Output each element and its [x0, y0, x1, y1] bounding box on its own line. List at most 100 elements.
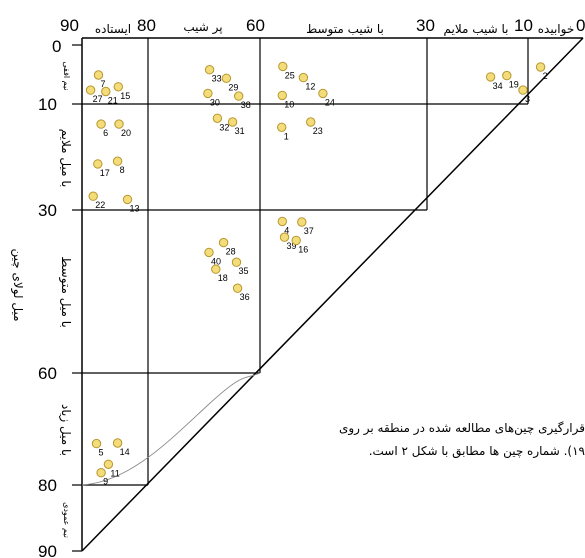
fold-point-14 — [112, 438, 123, 448]
top-tick-label: 90 — [60, 16, 79, 35]
fold-point-32 — [212, 113, 223, 124]
fold-point-11 — [103, 459, 114, 469]
zone-label-steep-plunge: با میل زیاد — [58, 404, 73, 456]
top-tick-label: 60 — [246, 16, 265, 35]
fold-point-22 — [88, 191, 98, 201]
zone-boundaries — [82, 38, 529, 486]
zone-label-gentle-plunge: با میل ملایم — [59, 129, 73, 188]
fold-point-label-24: 24 — [325, 97, 335, 107]
fold-point-label-5: 5 — [99, 448, 104, 458]
fold-point-label-32: 32 — [219, 122, 229, 132]
fold-point-label-21: 21 — [108, 96, 118, 106]
fold-point-label-11: 11 — [110, 468, 119, 478]
zone-label-recumbent: خوابیده — [538, 22, 575, 37]
left-tick-label: 30 — [38, 201, 57, 220]
fold-point-33 — [204, 65, 215, 75]
top-tick-label: 80 — [137, 16, 156, 35]
zone-label-moderate: با شیب متوسط — [306, 22, 384, 37]
fold-point-label-12: 12 — [305, 82, 315, 92]
fold-point-30 — [203, 88, 213, 99]
fold-point-label-34: 34 — [493, 81, 503, 91]
left-axis: 0 10 30 60 80 90 — [38, 37, 61, 558]
fold-point-24 — [318, 88, 328, 99]
fold-point-label-35: 35 — [239, 266, 249, 276]
top-zone-labels: ایستاده پر شیب با شیب متوسط با شیب ملایم… — [95, 20, 574, 37]
fold-point-29 — [221, 73, 232, 84]
fold-point-31 — [227, 117, 238, 127]
fold-point-35 — [231, 257, 242, 267]
fold-point-label-14: 14 — [120, 447, 130, 457]
diagram-frame — [81, 37, 584, 552]
fold-point-6 — [96, 119, 106, 129]
fold-point-label-16: 16 — [298, 244, 308, 254]
fold-point-label-30: 30 — [210, 97, 220, 107]
left-tick-label: 90 — [38, 542, 57, 558]
zone-label-upright: ایستاده — [95, 22, 131, 36]
fold-point-10 — [277, 90, 287, 101]
fold-point-4 — [277, 216, 287, 227]
fold-point-label-8: 8 — [120, 165, 125, 175]
fold-point-12 — [298, 72, 309, 83]
fold-point-label-6: 6 — [103, 128, 108, 138]
hypotenuse — [81, 37, 584, 552]
fold-point-label-19: 19 — [509, 80, 519, 90]
fold-point-7 — [93, 70, 104, 80]
left-tick-label: 60 — [38, 364, 57, 383]
fold-point-5 — [91, 438, 102, 449]
fold-point-label-39: 39 — [287, 241, 297, 251]
fold-point-34 — [485, 72, 496, 82]
fold-point-15 — [113, 82, 124, 92]
fold-point-18 — [211, 264, 221, 274]
fold-point-label-40: 40 — [211, 256, 221, 266]
left-ticks — [72, 44, 82, 552]
fold-point-28 — [218, 237, 229, 248]
fold-point-27 — [85, 85, 96, 95]
fold-point-25 — [278, 61, 288, 72]
fold-point-8 — [112, 156, 123, 166]
fold-point-label-9: 9 — [103, 477, 108, 487]
fold-point-label-13: 13 — [130, 203, 140, 213]
fold-point-36 — [232, 283, 243, 293]
zone-label-subvertical: نیم عمودی — [62, 502, 71, 538]
top-tick-label: 30 — [416, 16, 435, 35]
fold-point-label-38: 38 — [241, 100, 251, 110]
fold-point-label-33: 33 — [212, 74, 222, 84]
left-zone-labels: نیم افقی با میل ملایم با میل متوسط با می… — [58, 61, 73, 538]
fold-point-label-27: 27 — [93, 94, 103, 104]
fold-point-label-17: 17 — [100, 168, 110, 178]
left-tick-label: 80 — [38, 476, 57, 495]
fold-point-label-4: 4 — [284, 225, 289, 235]
fold-point-label-3: 3 — [525, 94, 530, 104]
fold-point-16 — [291, 235, 301, 246]
fold-point-label-25: 25 — [285, 70, 295, 80]
fold-point-label-28: 28 — [226, 247, 236, 257]
fold-point-1 — [277, 122, 287, 133]
fold-point-3 — [518, 85, 528, 95]
fold-point-21 — [101, 86, 111, 97]
top-tick-label: 0 — [576, 16, 585, 35]
fold-point-20 — [114, 119, 124, 129]
zone-label-subhorizontal: نیم افقی — [62, 61, 71, 90]
fold-point-19 — [502, 70, 512, 81]
zone-label-moderate-plunge: با میل متوسط — [58, 256, 73, 327]
fold-point-label-1: 1 — [284, 131, 289, 141]
fold-point-9 — [96, 468, 106, 478]
fold-point-label-37: 37 — [304, 226, 314, 236]
y-axis-title: میل لولای چین — [10, 248, 25, 321]
fold-point-label-29: 29 — [228, 82, 238, 92]
fold-point-13 — [122, 194, 133, 205]
fold-point-label-15: 15 — [120, 91, 130, 101]
caption-line-1: قرارگیری چین‌های مطالعه شده در منطقه بر … — [338, 421, 585, 435]
transition-curve — [81, 372, 261, 486]
top-tick-label: 10 — [514, 16, 533, 35]
left-tick-label: 10 — [38, 95, 57, 114]
fold-point-label-36: 36 — [240, 292, 250, 302]
fold-point-37 — [297, 217, 307, 227]
fold-point-38 — [234, 91, 244, 101]
caption-line-2: ۱۹). شماره چین ها مطابق با شکل ۲ است. — [368, 444, 585, 458]
fold-point-2 — [535, 62, 546, 72]
fold-point-39 — [279, 232, 290, 242]
left-tick-label: 0 — [52, 37, 61, 56]
zone-label-gentle: با شیب ملایم — [444, 22, 509, 36]
